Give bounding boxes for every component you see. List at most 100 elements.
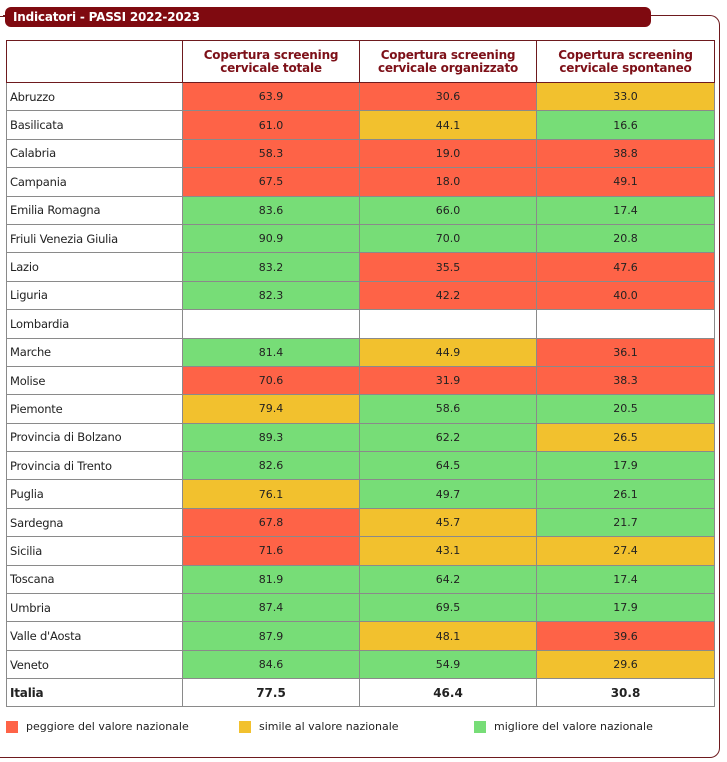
region-name: Puglia <box>6 479 183 509</box>
table-row: Calabria 58.3 19.0 38.8 <box>6 138 715 169</box>
legend-item-worse: peggiore del valore nazionale <box>6 720 189 733</box>
value-cell <box>536 309 715 339</box>
region-name: Piemonte <box>6 394 183 424</box>
value-cell <box>182 309 360 339</box>
table-row: Umbria 87.4 69.5 17.9 <box>6 593 715 623</box>
value-cell: 67.5 <box>182 167 360 197</box>
value-cell: 84.6 <box>182 649 360 680</box>
total-label: Italia <box>6 678 183 708</box>
table-row: Campania 67.5 18.0 49.1 <box>6 167 715 197</box>
table-row: Emilia Romagna 83.6 66.0 17.4 <box>6 195 715 225</box>
legend-swatch-yellow <box>239 720 251 733</box>
region-name: Calabria <box>6 138 183 169</box>
table-row: Toscana 81.9 64.2 17.4 <box>6 564 715 595</box>
value-cell: 38.8 <box>536 138 715 169</box>
value-cell: 62.2 <box>359 422 537 453</box>
value-cell: 19.0 <box>359 138 537 169</box>
table-row: Marche 81.4 44.9 36.1 <box>6 337 715 367</box>
total-value-cell: 30.8 <box>536 678 715 708</box>
value-cell: 58.3 <box>182 138 360 169</box>
value-cell: 70.0 <box>359 223 537 254</box>
value-cell: 83.6 <box>182 195 360 225</box>
panel-title: Indicatori - PASSI 2022-2023 <box>5 7 651 27</box>
value-cell: 21.7 <box>536 507 715 538</box>
table-body: Abruzzo 63.9 30.6 33.0 Basilicata 61.0 44.1 16.… <box>6 81 715 708</box>
table-row: Valle d'Aosta 87.9 48.1 39.6 <box>6 621 715 651</box>
value-cell: 58.6 <box>359 394 537 424</box>
value-cell: 38.3 <box>536 365 715 396</box>
region-name: Sardegna <box>6 507 183 538</box>
value-cell: 90.9 <box>182 223 360 254</box>
value-cell <box>359 309 537 339</box>
table-row: Puglia 76.1 49.7 26.1 <box>6 479 715 509</box>
table-row: Liguria 82.3 42.2 40.0 <box>6 280 715 311</box>
value-cell: 27.4 <box>536 536 715 566</box>
value-cell: 33.0 <box>536 81 715 112</box>
value-cell: 48.1 <box>359 621 537 651</box>
value-cell: 49.7 <box>359 479 537 509</box>
value-cell: 35.5 <box>359 252 537 282</box>
legend-swatch-red <box>6 720 18 733</box>
frame-line <box>0 757 10 758</box>
value-cell: 44.9 <box>359 337 537 367</box>
value-cell: 20.5 <box>536 394 715 424</box>
value-cell: 64.5 <box>359 451 537 481</box>
value-cell: 17.4 <box>536 195 715 225</box>
region-name: Friuli Venezia Giulia <box>6 223 183 254</box>
value-cell: 42.2 <box>359 280 537 311</box>
value-cell: 70.6 <box>182 365 360 396</box>
value-cell: 87.4 <box>182 593 360 623</box>
table-row: Basilicata 61.0 44.1 16.6 <box>6 110 715 140</box>
value-cell: 83.2 <box>182 252 360 282</box>
value-cell: 17.4 <box>536 564 715 595</box>
header-organized: Copertura screening cervicale organizzat… <box>359 40 537 83</box>
region-name: Lazio <box>6 252 183 282</box>
table-header-row: Copertura screening cervicale totale Cop… <box>6 40 715 83</box>
total-row: Italia 77.5 46.4 30.8 <box>6 678 715 708</box>
value-cell: 82.6 <box>182 451 360 481</box>
table-row: Molise 70.6 31.9 38.3 <box>6 365 715 396</box>
value-cell: 71.6 <box>182 536 360 566</box>
table-row: Piemonte 79.4 58.6 20.5 <box>6 394 715 424</box>
value-cell: 44.1 <box>359 110 537 140</box>
value-cell: 81.4 <box>182 337 360 367</box>
region-name: Sicilia <box>6 536 183 566</box>
value-cell: 76.1 <box>182 479 360 509</box>
region-name: Basilicata <box>6 110 183 140</box>
legend-item-similar: simile al valore nazionale <box>239 720 399 733</box>
value-cell: 31.9 <box>359 365 537 396</box>
region-name: Provincia di Bolzano <box>6 422 183 453</box>
value-cell: 69.5 <box>359 593 537 623</box>
table-row: Sardegna 67.8 45.7 21.7 <box>6 507 715 538</box>
table-row: Sicilia 71.6 43.1 27.4 <box>6 536 715 566</box>
value-cell: 54.9 <box>359 649 537 680</box>
value-cell: 66.0 <box>359 195 537 225</box>
table-row: Lazio 83.2 35.5 47.6 <box>6 252 715 282</box>
table-row: Abruzzo 63.9 30.6 33.0 <box>6 81 715 112</box>
legend-label: simile al valore nazionale <box>259 720 399 733</box>
value-cell: 43.1 <box>359 536 537 566</box>
table-row: Provincia di Bolzano 89.3 62.2 26.5 <box>6 422 715 453</box>
value-cell: 26.5 <box>536 422 715 453</box>
table-row: Friuli Venezia Giulia 90.9 70.0 20.8 <box>6 223 715 254</box>
region-name: Abruzzo <box>6 81 183 112</box>
value-cell: 63.9 <box>182 81 360 112</box>
legend-item-better: migliore del valore nazionale <box>474 720 653 733</box>
region-name: Umbria <box>6 593 183 623</box>
region-name: Molise <box>6 365 183 396</box>
value-cell: 81.9 <box>182 564 360 595</box>
header-total: Copertura screening cervicale totale <box>182 40 360 83</box>
header-region <box>6 40 183 83</box>
region-name: Emilia Romagna <box>6 195 183 225</box>
value-cell: 64.2 <box>359 564 537 595</box>
legend-swatch-green <box>474 720 486 733</box>
value-cell: 79.4 <box>182 394 360 424</box>
total-value-cell: 77.5 <box>182 678 360 708</box>
region-name: Provincia di Trento <box>6 451 183 481</box>
value-cell: 87.9 <box>182 621 360 651</box>
table-row: Provincia di Trento 82.6 64.5 17.9 <box>6 451 715 481</box>
indicators-table: Copertura screening cervicale totale Cop… <box>6 40 715 708</box>
value-cell: 82.3 <box>182 280 360 311</box>
table-row: Veneto 84.6 54.9 29.6 <box>6 649 715 680</box>
legend-label: peggiore del valore nazionale <box>26 720 189 733</box>
